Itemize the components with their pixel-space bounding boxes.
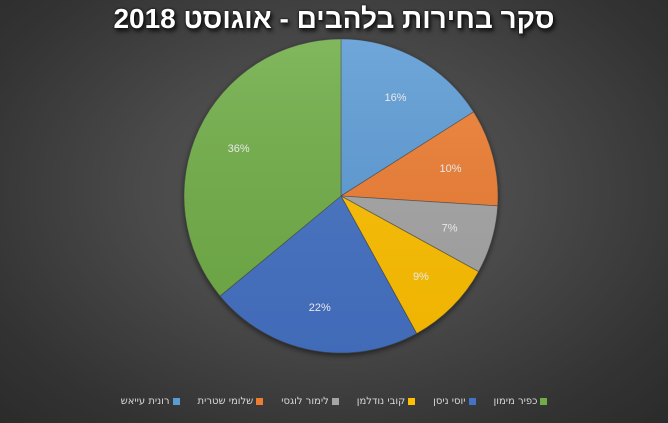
legend-item-yossi[interactable]: יוסי ניסן	[433, 396, 476, 407]
legend-swatch-icon	[408, 398, 416, 405]
legend-label: קובי נודלמן	[356, 396, 406, 407]
legend-label: כפיר מימון	[493, 396, 538, 407]
legend-item-ronit[interactable]: רונית עייאש	[121, 396, 180, 407]
slice-data-label: 36%	[228, 143, 250, 155]
slice-data-label: 10%	[439, 163, 461, 175]
legend-swatch-icon	[331, 398, 339, 405]
slice-data-label: 7%	[442, 223, 458, 235]
legend-item-limor[interactable]: לימור לוגסי	[281, 396, 339, 407]
legend-label: לימור לוגסי	[281, 396, 329, 407]
legend-label: יוסי ניסן	[433, 396, 466, 407]
slice-data-label: 22%	[309, 302, 331, 314]
legend-label: שלומי שטרית	[197, 396, 254, 407]
legend-swatch-icon	[468, 398, 476, 405]
chart-title: סקר בחירות בלהבים - אוגוסט 2018	[113, 3, 555, 34]
legend-label: רונית עייאש	[120, 396, 170, 407]
legend-item-kobi[interactable]: קובי נודלמן	[356, 396, 416, 407]
legend-swatch-icon	[172, 398, 180, 405]
legend-item-shlomi[interactable]: שלומי שטרית	[198, 396, 264, 407]
chart-legend: רונית עייאש שלומי שטרית לימור לוגסי קובי…	[0, 396, 668, 407]
legend-item-kfir[interactable]: כפיר מימון	[494, 396, 548, 407]
slice-data-label: 16%	[384, 92, 406, 104]
legend-swatch-icon	[256, 398, 264, 405]
slice-data-label: 9%	[413, 271, 429, 283]
legend-swatch-icon	[540, 398, 548, 405]
